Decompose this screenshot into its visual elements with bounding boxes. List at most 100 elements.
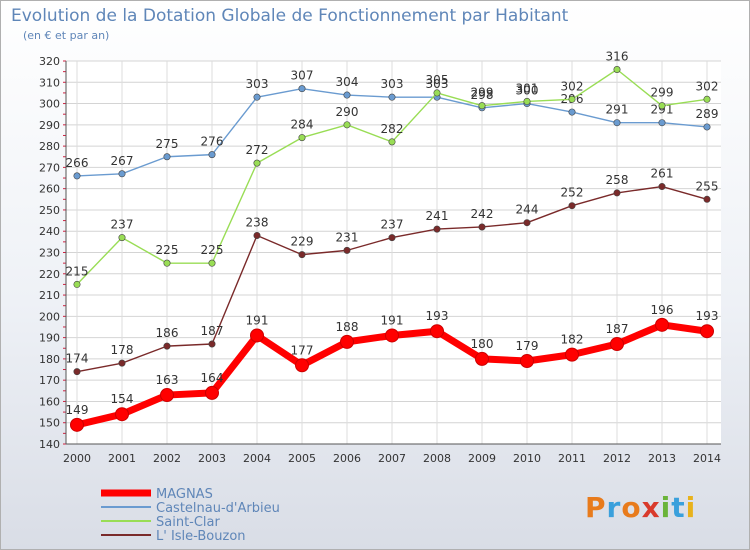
data-point — [655, 317, 669, 332]
data-point — [253, 231, 261, 239]
data-point — [70, 417, 84, 432]
data-point — [343, 91, 351, 99]
y-tick-label: 230 — [39, 247, 60, 260]
data-point — [658, 183, 666, 191]
data-label: 291 — [651, 103, 674, 117]
data-point — [523, 97, 531, 105]
data-label: 237 — [111, 218, 134, 232]
proxiti-logo: Proxiti — [585, 491, 696, 524]
legend-label: MAGNAS — [156, 487, 213, 502]
data-label: 303 — [381, 77, 404, 91]
data-label: 303 — [426, 77, 449, 91]
data-label: 291 — [606, 103, 629, 117]
data-label: 163 — [156, 373, 179, 387]
data-point — [613, 119, 621, 127]
x-tick-label: 2010 — [513, 452, 541, 465]
x-tick-label: 2011 — [558, 452, 586, 465]
data-label: 180 — [471, 337, 494, 351]
data-point — [118, 234, 126, 242]
data-point — [658, 119, 666, 127]
data-label: 266 — [66, 156, 89, 170]
y-tick-label: 300 — [39, 98, 60, 111]
data-label: 174 — [66, 352, 89, 366]
data-point — [163, 259, 171, 267]
data-point — [73, 280, 81, 288]
y-tick-label: 150 — [39, 417, 60, 430]
data-label: 238 — [246, 215, 269, 229]
legend-label: L' Isle-Bouzon — [156, 529, 246, 544]
data-point — [253, 93, 261, 101]
data-point — [118, 170, 126, 178]
data-label: 301 — [516, 81, 539, 95]
y-tick-label: 210 — [39, 289, 60, 302]
data-label: 182 — [561, 333, 584, 347]
data-point — [295, 358, 309, 373]
logo-letter: i — [660, 491, 672, 524]
data-label: 193 — [696, 309, 719, 323]
data-label: 241 — [426, 209, 449, 223]
data-label: 229 — [291, 235, 314, 249]
data-label: 302 — [561, 79, 584, 93]
x-tick-label: 2007 — [378, 452, 406, 465]
y-tick-label: 280 — [39, 140, 60, 153]
data-point — [568, 95, 576, 103]
y-tick-label: 250 — [39, 204, 60, 217]
data-point — [475, 351, 489, 366]
data-point — [433, 225, 441, 233]
data-point — [568, 202, 576, 210]
data-label: 300 — [516, 84, 539, 98]
data-label: 304 — [336, 75, 359, 89]
data-point — [613, 189, 621, 197]
data-point — [208, 259, 216, 267]
data-label: 225 — [156, 243, 179, 257]
data-point — [703, 195, 711, 203]
data-point — [388, 138, 396, 146]
data-point — [565, 347, 579, 362]
x-tick-label: 2005 — [288, 452, 316, 465]
data-point — [658, 102, 666, 110]
y-tick-label: 240 — [39, 225, 60, 238]
data-label: 255 — [696, 179, 719, 193]
data-label: 267 — [111, 154, 134, 168]
y-tick-label: 190 — [39, 332, 60, 345]
data-point — [388, 93, 396, 101]
series-l-isle-bouzon: 174 178 186 187 238 229 231 237 241 242 244 252 258 2… — [66, 167, 719, 376]
data-label: 307 — [291, 69, 314, 83]
data-point — [610, 336, 624, 351]
data-label: 261 — [651, 167, 674, 181]
data-label: 275 — [156, 137, 179, 151]
data-label: 187 — [606, 322, 629, 336]
data-point — [340, 334, 354, 349]
data-label: 299 — [471, 86, 494, 100]
data-label: 284 — [291, 118, 314, 132]
data-point — [478, 102, 486, 110]
x-tick-label: 2006 — [333, 452, 361, 465]
data-label: 303 — [246, 77, 269, 91]
data-point — [205, 385, 219, 400]
data-label: 237 — [381, 218, 404, 232]
chart-title: Evolution de la Dotation Globale de Fonc… — [11, 6, 569, 26]
y-tick-label: 160 — [39, 395, 60, 408]
data-label: 149 — [66, 403, 89, 417]
logo-letter: t — [671, 491, 686, 524]
data-point — [73, 368, 81, 376]
data-point — [388, 234, 396, 242]
logo-letter: P — [585, 491, 607, 524]
x-tick-label: 2003 — [198, 452, 226, 465]
data-point — [163, 342, 171, 350]
data-point — [250, 328, 264, 343]
data-point — [343, 246, 351, 254]
data-label: 164 — [201, 371, 224, 385]
data-point — [298, 251, 306, 259]
x-tick-label: 2004 — [243, 452, 271, 465]
data-label: 215 — [66, 264, 89, 278]
y-tick-label: 310 — [39, 76, 60, 89]
data-label: 272 — [246, 143, 269, 157]
data-point — [73, 172, 81, 180]
data-label: 298 — [471, 88, 494, 102]
data-point — [298, 134, 306, 142]
data-label: 316 — [606, 50, 629, 64]
y-tick-label: 260 — [39, 183, 60, 196]
data-label: 188 — [336, 320, 359, 334]
